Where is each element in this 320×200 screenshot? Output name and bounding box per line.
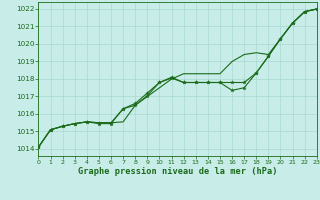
X-axis label: Graphe pression niveau de la mer (hPa): Graphe pression niveau de la mer (hPa): [78, 167, 277, 176]
